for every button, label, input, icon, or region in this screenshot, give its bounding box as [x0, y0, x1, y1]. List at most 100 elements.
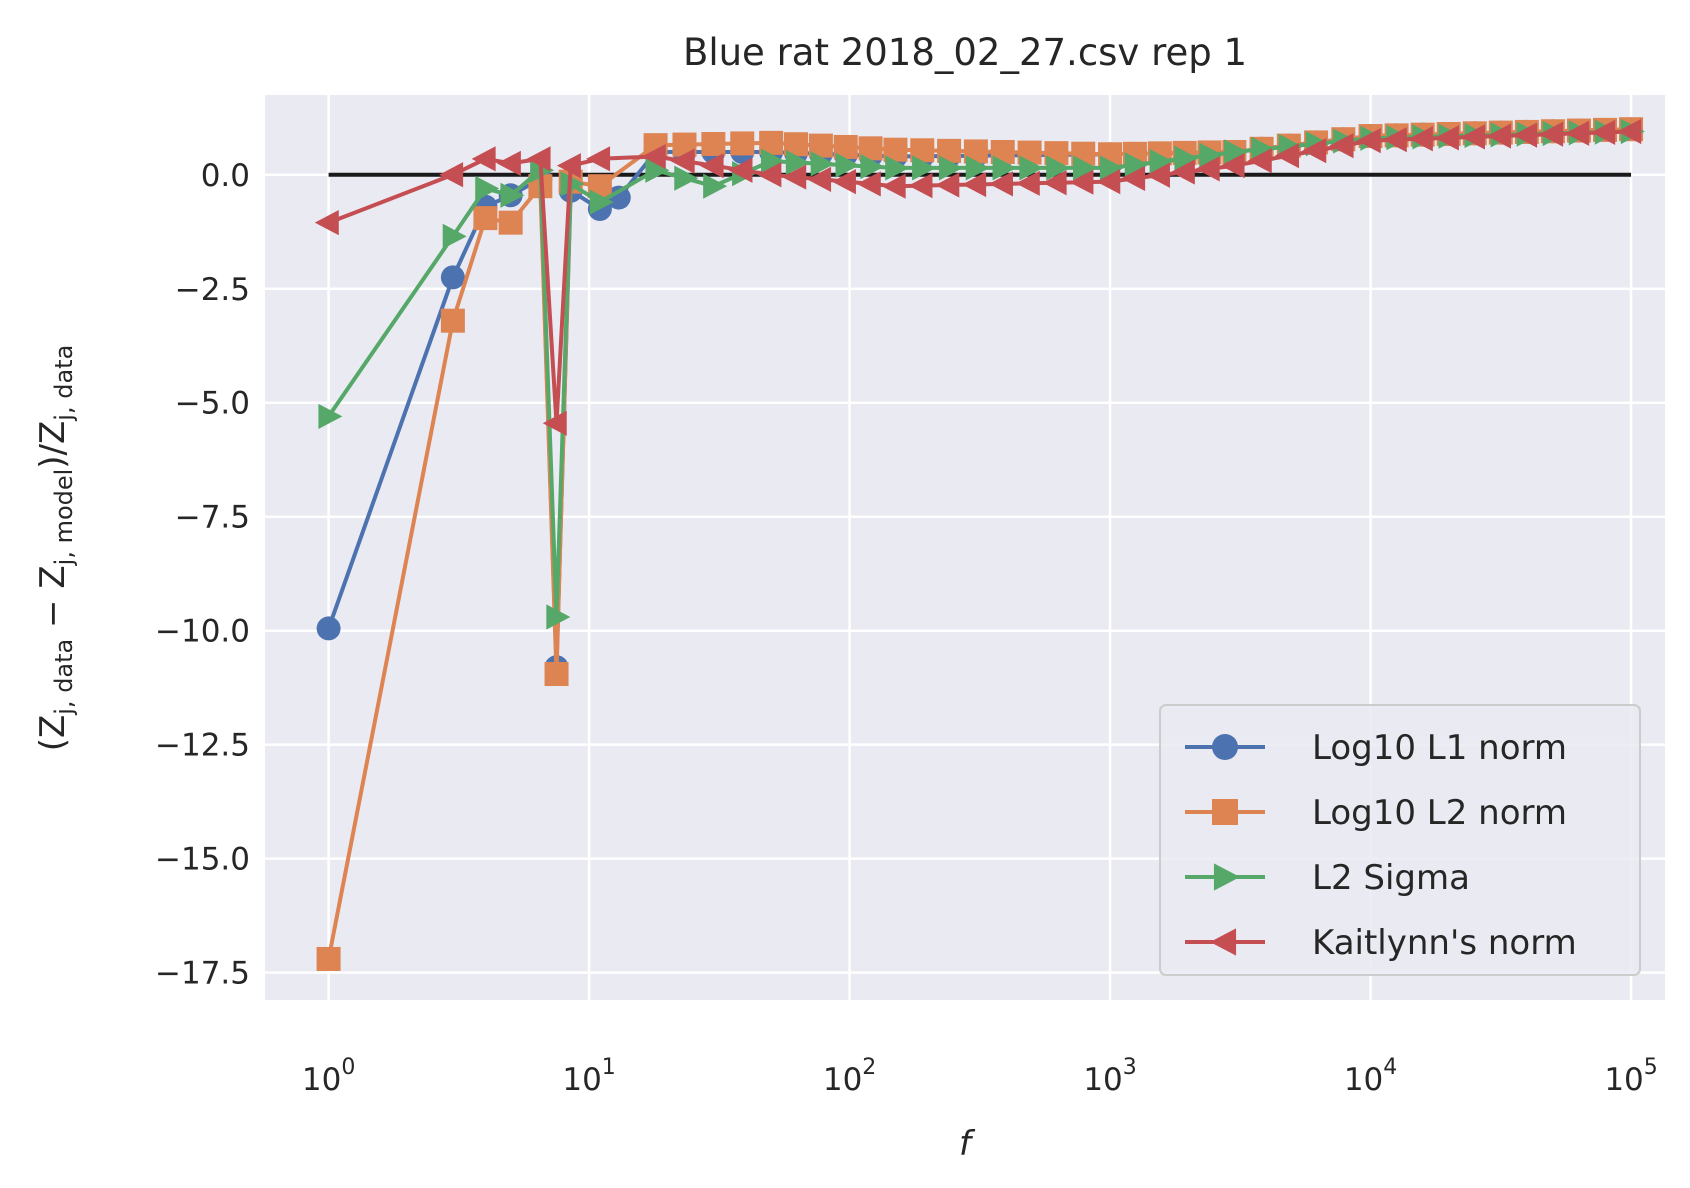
data-point [606, 185, 631, 210]
x-tick-exponent: 1 [602, 1055, 616, 1080]
data-point [1046, 155, 1071, 181]
data-point [1069, 169, 1094, 195]
x-tick-labels: 100 101 102 103 104 105 [302, 1055, 1658, 1098]
data-point [475, 175, 500, 202]
data-point [988, 171, 1013, 197]
series-line [327, 129, 1632, 426]
data-point [912, 155, 937, 181]
data-point [1015, 170, 1040, 196]
x-tick-exponent: 0 [341, 1055, 355, 1080]
data-point [544, 662, 569, 687]
data-point [586, 146, 611, 172]
x-tick-label: 101 [562, 1055, 615, 1098]
legend-label: L2 Sigma [1312, 858, 1470, 898]
data-point [856, 171, 881, 197]
y-label-part: (Z [33, 715, 73, 752]
y-tick-labels: 0.0 −2.5 −5.0 −7.5 −10.0 −12.5 −15.0 −17.5 [155, 158, 250, 992]
data-point [1195, 156, 1220, 182]
data-point [641, 143, 666, 170]
y-tick-label: −7.5 [175, 500, 250, 536]
y-label-sub: j, data [50, 639, 78, 716]
data-point [526, 146, 551, 172]
data-point [810, 151, 835, 177]
data-point [728, 157, 753, 183]
series-line [326, 127, 1632, 960]
y-tick-label: −15.0 [155, 842, 250, 878]
data-point [785, 149, 810, 176]
legend-marker [1213, 863, 1240, 891]
data-point [1460, 124, 1485, 150]
data-point [1099, 155, 1124, 181]
y-tick-label: −5.0 [175, 386, 250, 422]
data-point [782, 164, 807, 190]
data-point [674, 165, 699, 191]
x-tick-base: 10 [823, 1062, 862, 1098]
data-point [1513, 122, 1538, 148]
legend: Log10 L1 norm Log10 L2 norm L2 Sigma Kaitly… [1159, 704, 1641, 976]
data-point [670, 148, 695, 174]
data-point [1073, 155, 1098, 181]
data-point [1124, 152, 1149, 178]
legend-items: Log10 L1 norm Log10 L2 norm L2 Sigma Kaitly… [1185, 728, 1577, 963]
data-point [1170, 159, 1195, 185]
data-point [1199, 142, 1224, 168]
legend-marker [1212, 734, 1238, 760]
data-point [473, 206, 498, 231]
data-point [440, 265, 465, 290]
x-tick-base: 10 [1604, 1062, 1643, 1098]
data-point [498, 210, 523, 235]
data-point [807, 166, 832, 192]
legend-marker [1212, 799, 1238, 825]
legend-label: Kaitlynn's norm [1312, 923, 1577, 963]
series-layer [314, 117, 1645, 971]
data-point [831, 169, 856, 195]
x-tick-base: 10 [1344, 1062, 1383, 1098]
y-tick-label: −17.5 [155, 956, 250, 992]
data-point [442, 223, 467, 249]
chart-title: Blue rat 2018_02_27.csv rep 1 [683, 31, 1247, 74]
legend-item-kaitlynns-norm: Kaitlynn's norm [1185, 923, 1577, 963]
y-label-part: − Z [33, 565, 73, 638]
data-point [703, 173, 728, 199]
data-point [1096, 169, 1121, 195]
data-point [1356, 127, 1381, 154]
data-point [556, 153, 581, 179]
x-tick-label: 102 [823, 1055, 876, 1098]
data-point [1251, 136, 1276, 162]
data-point [314, 210, 339, 236]
data-point [965, 155, 990, 181]
y-tick-label: 0.0 [201, 158, 250, 194]
y-axis-label: (Zj, data − Zj, model)/Zj, data [33, 345, 78, 752]
data-point [560, 171, 585, 197]
data-point [908, 173, 933, 199]
data-point [546, 604, 571, 630]
data-point [500, 182, 525, 208]
data-point [1149, 148, 1174, 175]
x-tick-exponent: 3 [1123, 1055, 1137, 1080]
data-point [1275, 143, 1300, 169]
legend-marker [1210, 928, 1237, 956]
data-point [318, 403, 343, 430]
legend-item-log10-l2: Log10 L2 norm [1185, 793, 1567, 833]
data-point [701, 132, 726, 157]
data-point [730, 131, 755, 156]
data-point [496, 150, 521, 176]
data-point [1042, 170, 1067, 196]
legend-label: Log10 L1 norm [1312, 728, 1567, 768]
x-tick-label: 103 [1083, 1055, 1136, 1098]
data-point [1382, 127, 1407, 153]
data-point [1247, 148, 1272, 174]
data-point [1302, 138, 1327, 164]
x-tick-label: 105 [1604, 1055, 1657, 1098]
y-tick-label: −2.5 [175, 272, 250, 308]
data-point [1434, 125, 1459, 151]
legend-item-log10-l1: Log10 L1 norm [1185, 728, 1567, 768]
data-point [316, 946, 341, 971]
data-point [471, 146, 496, 172]
data-point [1329, 133, 1354, 159]
data-point [757, 162, 782, 188]
y-label-part: )/Z [33, 421, 73, 469]
data-point [885, 155, 910, 181]
data-point [1408, 126, 1433, 152]
